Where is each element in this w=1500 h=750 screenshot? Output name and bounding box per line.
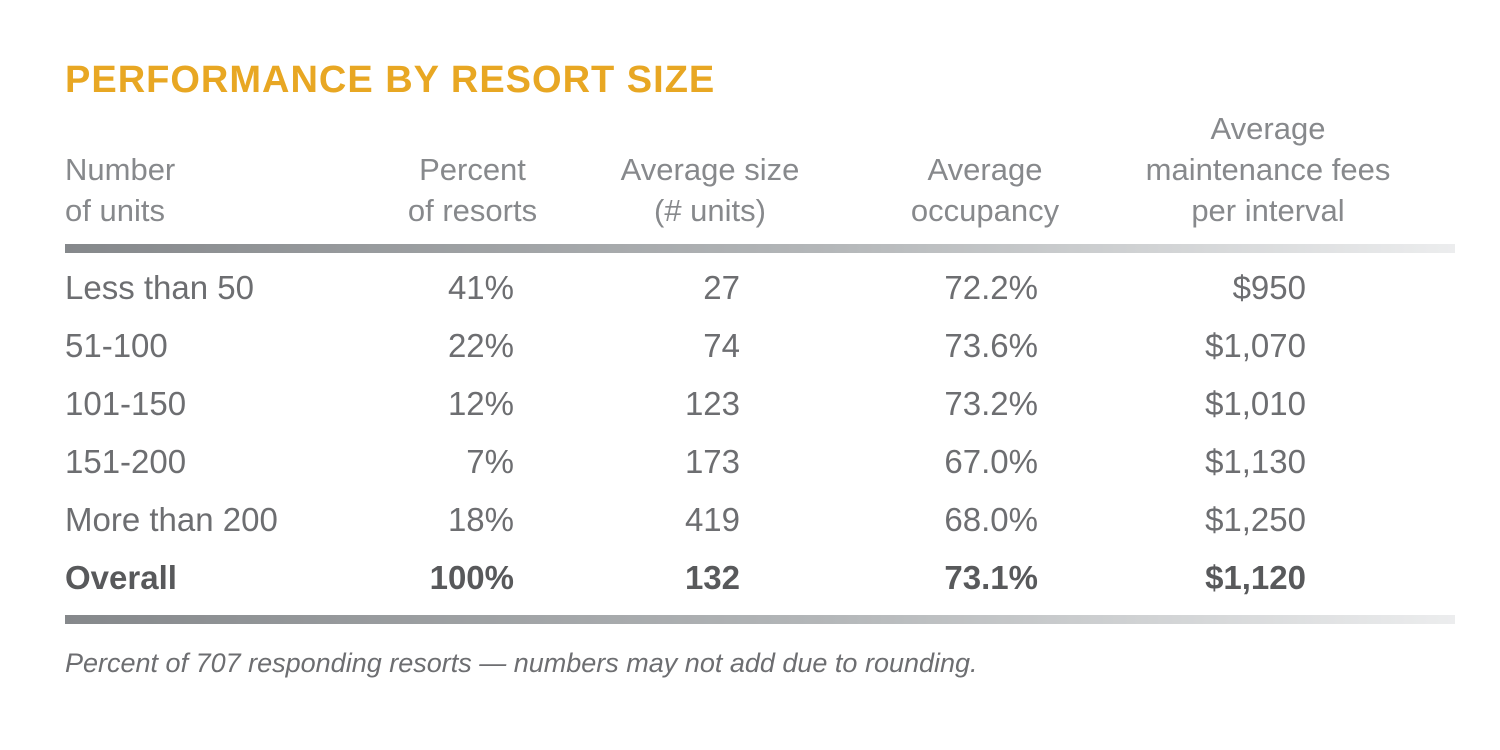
table-cell-fees: $1,120 bbox=[1205, 559, 1306, 596]
column-header-average-size: Average size (# units) bbox=[620, 152, 800, 228]
table-cell-percent: 7% bbox=[466, 443, 514, 480]
table-cell-size: 74 bbox=[703, 327, 740, 364]
table-cell-units: More than 200 bbox=[65, 501, 278, 538]
table-cell-units: 151-200 bbox=[65, 443, 187, 480]
table-cell-percent: 12% bbox=[447, 385, 514, 422]
table-cell-units: 51-100 bbox=[65, 327, 168, 364]
table-cell-percent: 18% bbox=[447, 501, 514, 538]
column-header-maintenance-fees: Average maintenance fees per interval bbox=[1145, 111, 1391, 228]
footer-rule bbox=[65, 615, 1455, 624]
table-body: Less than 50 41% 27 72.2% $950 51-100 22… bbox=[65, 259, 1455, 607]
table-row: 101-150 12% 123 73.2% $1,010 bbox=[65, 375, 1455, 433]
table-cell-units: Less than 50 bbox=[65, 269, 254, 306]
table-row: 51-100 22% 74 73.6% $1,070 bbox=[65, 317, 1455, 375]
table-cell-size: 123 bbox=[684, 385, 740, 422]
table-cell-occupancy: 72.2% bbox=[944, 269, 1038, 306]
table-cell-fees: $950 bbox=[1232, 269, 1306, 306]
table-row: More than 200 18% 419 68.0% $1,250 bbox=[65, 491, 1455, 549]
table-row-overall: Overall 100% 132 73.1% $1,120 bbox=[65, 549, 1455, 607]
column-header-average-occupancy: Average occupancy bbox=[910, 152, 1060, 228]
table-row: 151-200 7% 173 67.0% $1,130 bbox=[65, 433, 1455, 491]
table-cell-percent: 22% bbox=[447, 327, 514, 364]
table-cell-fees: $1,070 bbox=[1205, 327, 1306, 364]
table-cell-fees: $1,250 bbox=[1205, 501, 1306, 538]
table-cell-fees: $1,130 bbox=[1205, 443, 1306, 480]
table-cell-percent: 100% bbox=[429, 559, 514, 596]
table-cell-occupancy: 73.6% bbox=[944, 327, 1038, 364]
table-cell-units: Overall bbox=[65, 559, 177, 596]
table-header-row: Number of units Percent of resorts Avera… bbox=[65, 108, 1455, 231]
column-header-number-of-units: Number of units bbox=[65, 152, 176, 228]
table-cell-size: 173 bbox=[684, 443, 740, 480]
table-cell-occupancy: 68.0% bbox=[944, 501, 1038, 538]
figure-content: PERFORMANCE BY RESORT SIZE Number of uni… bbox=[65, 59, 1455, 678]
table-cell-percent: 41% bbox=[447, 269, 514, 306]
table-cell-size: 27 bbox=[703, 269, 740, 306]
table-cell-units: 101-150 bbox=[65, 385, 187, 422]
table-cell-fees: $1,010 bbox=[1205, 385, 1306, 422]
table-cell-occupancy: 73.1% bbox=[944, 559, 1038, 596]
table-cell-size: 132 bbox=[684, 559, 740, 596]
header-rule bbox=[65, 244, 1455, 253]
table-cell-occupancy: 67.0% bbox=[944, 443, 1038, 480]
column-header-percent-of-resorts: Percent of resorts bbox=[407, 152, 538, 228]
footnote: Percent of 707 responding resorts — numb… bbox=[65, 648, 978, 678]
table-cell-size: 419 bbox=[684, 501, 740, 538]
page-title: PERFORMANCE BY RESORT SIZE bbox=[65, 59, 716, 101]
table-row: Less than 50 41% 27 72.2% $950 bbox=[65, 259, 1455, 317]
table-cell-occupancy: 73.2% bbox=[944, 385, 1038, 422]
